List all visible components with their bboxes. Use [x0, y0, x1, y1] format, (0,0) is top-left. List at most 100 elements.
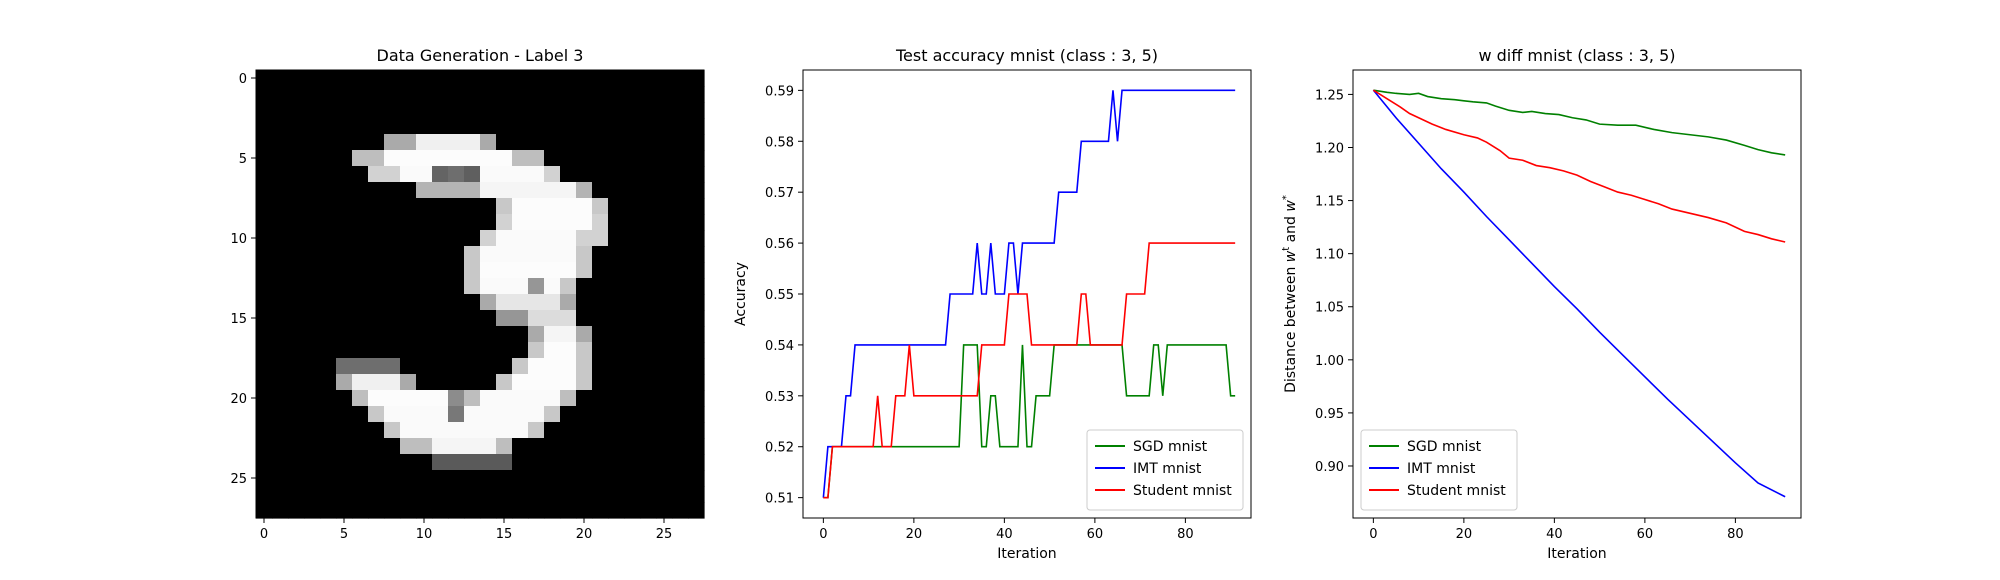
image-pixel [480, 102, 497, 119]
image-pixel [320, 374, 337, 391]
plot-frame [1352, 69, 1802, 519]
image-pixel [576, 406, 593, 423]
image-pixel [416, 86, 433, 103]
image-pixel [496, 342, 513, 359]
image-pixel [528, 70, 545, 87]
image-pixel [528, 438, 545, 455]
image-pixel [256, 358, 273, 375]
image-pixel [624, 150, 641, 167]
image-pixel [480, 326, 497, 343]
image-pixel [416, 230, 433, 247]
image-pixel [464, 374, 481, 391]
image-pixel [528, 182, 545, 199]
image-pixel [592, 502, 609, 519]
image-pixel [256, 262, 273, 279]
image-pixel [560, 134, 577, 151]
image-pixel [272, 326, 289, 343]
image-pixel [592, 454, 609, 471]
image-pixel [672, 294, 689, 311]
image-pixel [576, 470, 593, 487]
image-pixel [640, 214, 657, 231]
image-pixel [512, 118, 529, 135]
image-pixel [416, 486, 433, 503]
image-pixel [576, 342, 593, 359]
image-pixel [432, 86, 449, 103]
image-pixel [528, 342, 545, 359]
image-pixel [480, 86, 497, 103]
image-pixel [416, 70, 433, 87]
image-pixel [624, 198, 641, 215]
image-pixel [336, 454, 353, 471]
image-pixel [544, 134, 561, 151]
image-pixel [528, 470, 545, 487]
y-tick-label: 0.59 [765, 84, 794, 99]
image-pixel [672, 342, 689, 359]
image-pixel [592, 214, 609, 231]
image-pixel [416, 470, 433, 487]
y-tick-label: 0.95 [1315, 407, 1344, 422]
image-pixel [544, 294, 561, 311]
image-pixel [368, 438, 385, 455]
image-pixel [480, 502, 497, 519]
x-tick-label: 25 [656, 527, 673, 542]
image-pixel [608, 358, 625, 375]
image-pixel [400, 182, 417, 199]
image-pixel [624, 406, 641, 423]
image-pixel [400, 214, 417, 231]
image-pixel [352, 278, 369, 295]
image-pixel [528, 390, 545, 407]
image-pixel [368, 118, 385, 135]
image-pixel [512, 470, 529, 487]
y-tick-label: 25 [230, 472, 247, 487]
image-pixel [496, 150, 513, 167]
image-pixel [256, 406, 273, 423]
image-pixel [672, 406, 689, 423]
image-pixel [464, 294, 481, 311]
image-pixel [272, 182, 289, 199]
image-pixel [560, 262, 577, 279]
image-pixel [288, 326, 305, 343]
image-pixel [496, 198, 513, 215]
image-pixel [496, 134, 513, 151]
image-pixel [320, 70, 337, 87]
image-pixel [464, 262, 481, 279]
image-pixel [656, 358, 673, 375]
image-pixel [304, 134, 321, 151]
image-pixel [336, 278, 353, 295]
image-pixel [480, 342, 497, 359]
image-pixel [512, 102, 529, 119]
image-pixel [560, 294, 577, 311]
image-pixel [656, 486, 673, 503]
image-pixel [560, 390, 577, 407]
image-pixel [288, 406, 305, 423]
image-pixel [352, 438, 369, 455]
image-pixel [688, 470, 705, 487]
image-pixel [480, 246, 497, 263]
image-pixel [512, 230, 529, 247]
image-pixel [464, 406, 481, 423]
image-pixel [640, 486, 657, 503]
y-tick-label: 0.55 [765, 288, 794, 303]
image-pixel [304, 182, 321, 199]
image-pixel [560, 214, 577, 231]
image-pixel [688, 166, 705, 183]
image-pixel [544, 358, 561, 375]
image-pixel [304, 150, 321, 167]
image-pixel [576, 502, 593, 519]
image-pixel [480, 230, 497, 247]
y-tick-label: 1.25 [1315, 88, 1344, 103]
image-pixel [480, 294, 497, 311]
y-tick-label: 1.15 [1315, 195, 1344, 210]
image-pixel [272, 150, 289, 167]
image-pixel [400, 198, 417, 215]
image-pixel [256, 150, 273, 167]
image-pixel [304, 118, 321, 135]
image-pixel [560, 502, 577, 519]
image-pixel [336, 390, 353, 407]
legend-box [1086, 429, 1244, 511]
image-pixel [560, 278, 577, 295]
image-pixel [304, 502, 321, 519]
image-pixel [336, 246, 353, 263]
image-pixel [368, 198, 385, 215]
